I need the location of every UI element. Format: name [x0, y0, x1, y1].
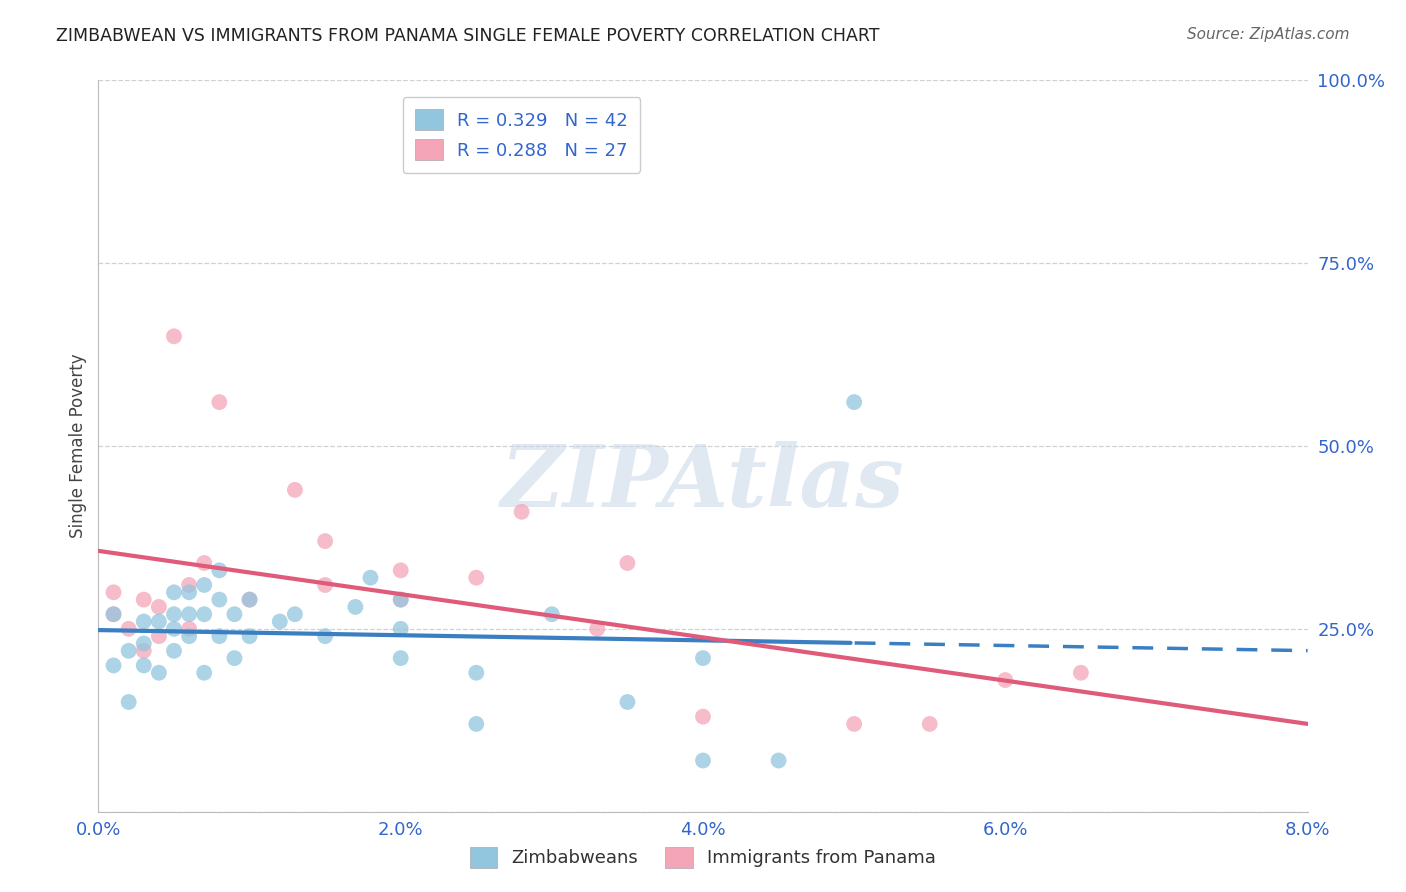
- Point: [103, 658, 125, 673]
- Point: [768, 754, 790, 768]
- Point: [179, 585, 201, 599]
- Point: [132, 592, 155, 607]
- Point: [239, 592, 262, 607]
- Text: ZIPAtlas: ZIPAtlas: [501, 441, 905, 524]
- Point: [148, 615, 170, 629]
- Y-axis label: Single Female Poverty: Single Female Poverty: [69, 354, 87, 538]
- Point: [465, 717, 488, 731]
- Point: [208, 563, 231, 577]
- Point: [616, 556, 638, 570]
- Point: [239, 629, 262, 643]
- Point: [314, 534, 336, 549]
- Point: [692, 754, 714, 768]
- Point: [163, 585, 186, 599]
- Point: [103, 607, 125, 622]
- Point: [208, 395, 231, 409]
- Legend: Zimbabweans, Immigrants from Panama: Zimbabweans, Immigrants from Panama: [460, 836, 946, 879]
- Point: [163, 329, 186, 343]
- Point: [239, 592, 262, 607]
- Point: [163, 622, 186, 636]
- Point: [148, 665, 170, 680]
- Point: [510, 505, 533, 519]
- Point: [389, 563, 412, 577]
- Point: [118, 622, 141, 636]
- Point: [314, 578, 336, 592]
- Point: [284, 607, 307, 622]
- Point: [465, 665, 488, 680]
- Text: Source: ZipAtlas.com: Source: ZipAtlas.com: [1187, 27, 1350, 42]
- Point: [692, 651, 714, 665]
- Point: [224, 651, 246, 665]
- Point: [103, 585, 125, 599]
- Point: [193, 607, 215, 622]
- Point: [132, 658, 155, 673]
- Point: [132, 615, 155, 629]
- Point: [692, 709, 714, 723]
- Point: [179, 607, 201, 622]
- Point: [103, 607, 125, 622]
- Point: [1070, 665, 1092, 680]
- Point: [179, 578, 201, 592]
- Point: [540, 607, 562, 622]
- Point: [389, 622, 412, 636]
- Point: [344, 599, 367, 614]
- Legend: R = 0.329   N = 42, R = 0.288   N = 27: R = 0.329 N = 42, R = 0.288 N = 27: [404, 96, 640, 173]
- Point: [918, 717, 941, 731]
- Point: [132, 644, 155, 658]
- Point: [163, 607, 186, 622]
- Point: [389, 592, 412, 607]
- Point: [132, 636, 155, 650]
- Point: [994, 673, 1017, 687]
- Text: ZIMBABWEAN VS IMMIGRANTS FROM PANAMA SINGLE FEMALE POVERTY CORRELATION CHART: ZIMBABWEAN VS IMMIGRANTS FROM PANAMA SIN…: [56, 27, 880, 45]
- Point: [193, 665, 215, 680]
- Point: [389, 651, 412, 665]
- Point: [616, 695, 638, 709]
- Point: [844, 395, 866, 409]
- Point: [163, 644, 186, 658]
- Point: [314, 629, 336, 643]
- Point: [360, 571, 382, 585]
- Point: [586, 622, 609, 636]
- Point: [224, 607, 246, 622]
- Point: [118, 695, 141, 709]
- Point: [284, 483, 307, 497]
- Point: [208, 592, 231, 607]
- Point: [148, 629, 170, 643]
- Point: [193, 578, 215, 592]
- Point: [193, 556, 215, 570]
- Point: [844, 717, 866, 731]
- Point: [118, 644, 141, 658]
- Point: [148, 599, 170, 614]
- Point: [269, 615, 291, 629]
- Point: [389, 592, 412, 607]
- Point: [208, 629, 231, 643]
- Point: [465, 571, 488, 585]
- Point: [179, 622, 201, 636]
- Point: [179, 629, 201, 643]
